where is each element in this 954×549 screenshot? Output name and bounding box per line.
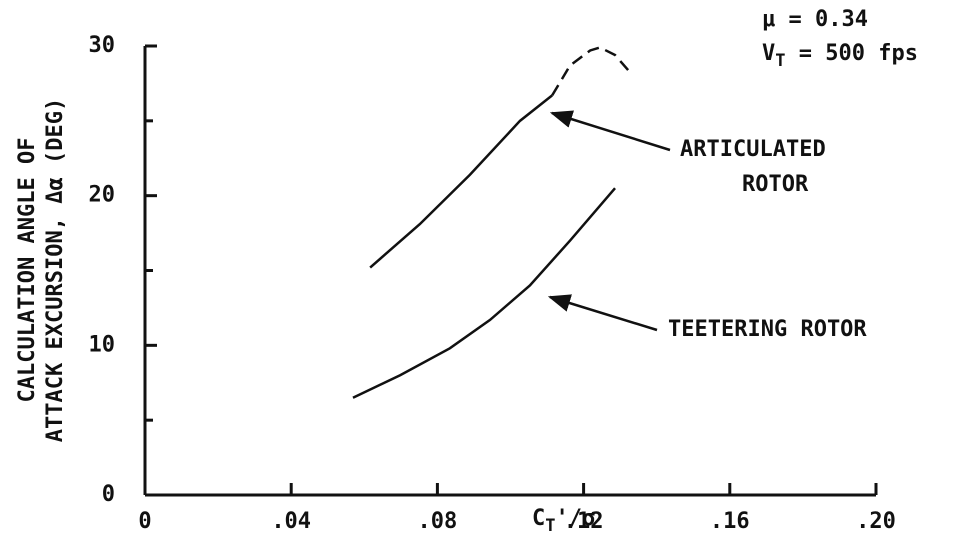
annotation: VT = 500 fps	[762, 41, 918, 71]
x-tick-label: .20	[856, 509, 896, 534]
arrow	[547, 294, 658, 332]
annotation-part: T	[775, 51, 785, 71]
annotation: μ = 0.34	[762, 7, 868, 32]
annotation-part: μ = 0.34	[762, 7, 868, 32]
y-tick-label: 30	[89, 33, 116, 58]
x-tick-label: .16	[710, 509, 750, 534]
annotation-part: = 500 fps	[786, 41, 918, 66]
series-line	[352, 187, 616, 399]
series-label: ROTOR	[742, 172, 809, 197]
series-line	[551, 46, 633, 97]
x-tick-label: .08	[418, 509, 458, 534]
y-tick-label: 20	[89, 183, 116, 208]
x-axis-label: CT'/σ	[532, 506, 595, 536]
y-tick-label: 10	[89, 332, 116, 357]
series-label: TEETERING ROTOR	[668, 317, 867, 342]
series-line	[369, 94, 553, 269]
x-label-part: '/σ	[556, 506, 596, 531]
y-tick-label: 0	[102, 482, 115, 507]
y-axis-label: ATTACK EXCURSION, Δα (DEG)	[43, 98, 68, 442]
x-label-part: C	[532, 506, 545, 531]
x-tick-label: .12	[564, 509, 604, 534]
series-label: ARTICULATED	[680, 137, 826, 162]
arrow	[549, 110, 671, 152]
x-tick-label: 0	[138, 509, 151, 534]
y-axis-label: CALCULATION ANGLE OF	[15, 138, 40, 403]
x-label-part: T	[545, 516, 555, 536]
annotation-part: V	[762, 41, 775, 66]
x-tick-label: .04	[271, 509, 311, 534]
